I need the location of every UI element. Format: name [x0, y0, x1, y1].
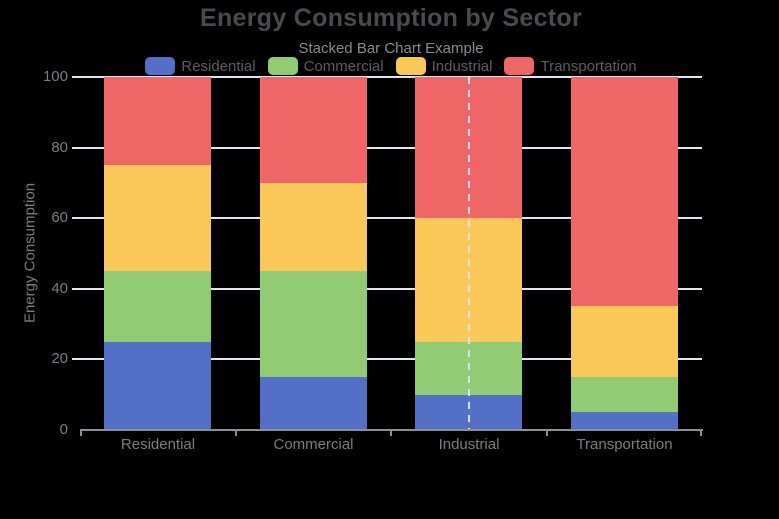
y-axis-title: Energy Consumption [21, 182, 39, 324]
gridline-100 [72, 76, 702, 78]
x-axis-tick [80, 431, 82, 436]
gridline-40 [72, 287, 702, 290]
x-axis-tick [390, 431, 392, 436]
legend-item-transportation[interactable]: Transportation [504, 57, 637, 75]
plot-area [72, 76, 703, 436]
bar-segment-residential-industrial[interactable] [104, 165, 212, 272]
gridline-20 [72, 358, 702, 361]
x-tick-label-residential: Residential [120, 436, 196, 453]
bar-segment-commercial-commercial[interactable] [259, 271, 367, 378]
y-tick-label-100: 100 [42, 68, 68, 85]
bar-segment-transportation-residential[interactable] [570, 412, 678, 430]
x-tick-label-commercial: Commercial [273, 436, 354, 453]
y-tick-label-40: 40 [51, 279, 68, 297]
legend-label: Residential [181, 57, 256, 75]
x-tick-label-transportation: Transportation [576, 436, 673, 453]
chart-title: Energy Consumption by Sector [199, 4, 583, 32]
bar-commercial [259, 77, 367, 430]
legend-item-residential[interactable]: Residential [145, 57, 256, 75]
bar-segment-transportation-industrial[interactable] [570, 306, 678, 378]
legend-swatch-residential [145, 57, 176, 75]
bar-residential [104, 77, 212, 430]
bar-segment-residential-commercial[interactable] [104, 271, 212, 342]
bar-segment-commercial-residential[interactable] [259, 377, 367, 430]
y-tick-label-0: 0 [59, 421, 68, 438]
bar-transportation [570, 77, 678, 430]
chart-subtitle: Stacked Bar Chart Example [298, 40, 484, 57]
legend-label: Commercial [303, 57, 384, 75]
bar-segment-commercial-transportation[interactable] [259, 77, 367, 183]
x-axis-tick [545, 431, 548, 436]
legend-swatch-commercial [267, 57, 298, 75]
bar-segment-residential-transportation[interactable] [104, 77, 212, 166]
bar-segment-residential-residential[interactable] [104, 341, 212, 430]
x-axis-tick [700, 431, 702, 436]
y-tick-label-60: 60 [51, 209, 68, 227]
legend-item-commercial[interactable]: Commercial [267, 57, 384, 75]
x-axis-tick [234, 431, 237, 436]
x-tick-label-industrial: Industrial [438, 436, 500, 453]
legend-swatch-industrial [395, 57, 426, 75]
gridline-60 [72, 217, 702, 220]
gridline-80 [72, 146, 702, 149]
y-tick-label-20: 20 [51, 350, 68, 368]
bar-segment-transportation-transportation[interactable] [570, 77, 678, 307]
bar-segment-commercial-industrial[interactable] [259, 182, 367, 272]
legend-label: Industrial [431, 57, 493, 75]
legend-item-industrial[interactable]: Industrial [395, 57, 493, 75]
bar-segment-transportation-commercial[interactable] [570, 377, 678, 413]
y-tick-label-80: 80 [51, 138, 68, 156]
crosshair-dashed-line [467, 77, 470, 430]
legend-label: Transportation [540, 57, 637, 75]
legend-swatch-transportation [504, 57, 535, 75]
legend: Residential Commercial Industrial Transport… [60, 56, 722, 76]
x-axis-line [80, 429, 703, 431]
